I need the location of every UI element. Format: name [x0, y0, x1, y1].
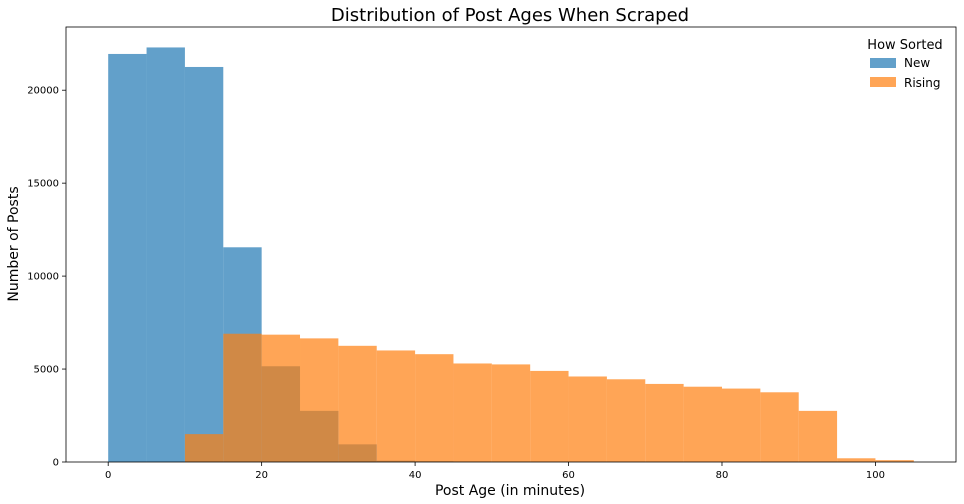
- x-tick-label-40: 40: [409, 470, 422, 481]
- x-tick-label-0: 0: [105, 470, 111, 481]
- bar-rising-11: [606, 379, 646, 462]
- bar-rising-7: [453, 363, 492, 462]
- bar-rising-6: [415, 354, 454, 462]
- legend-swatch-new: [870, 58, 896, 68]
- y-tick-label-10000: 10000: [27, 272, 59, 283]
- x-tick-label-80: 80: [716, 470, 729, 481]
- bar-rising-3: [300, 338, 339, 462]
- x-tick-label-60: 60: [562, 470, 575, 481]
- y-tick-label-0: 0: [53, 458, 59, 469]
- y-tick-label-20000: 20000: [27, 86, 59, 97]
- legend-title: How Sorted: [867, 38, 942, 53]
- bar-new-0: [108, 53, 147, 462]
- bar-rising-16: [798, 410, 838, 462]
- legend: How Sorted New Rising: [867, 38, 942, 90]
- x-axis-label: Post Age (in minutes): [435, 483, 585, 499]
- plot-frame: [65, 26, 957, 463]
- bar-rising-1: [223, 333, 262, 462]
- bar-rising-17: [837, 458, 876, 462]
- bar-rising-5: [376, 350, 416, 462]
- bar-rising-13: [683, 386, 722, 462]
- legend-label-new: New: [904, 56, 930, 70]
- bar-new-2: [184, 66, 224, 462]
- x-tick-label-100: 100: [866, 470, 885, 481]
- y-axis: 0 5000 10000 15000 20000: [27, 86, 66, 469]
- legend-label-rising: Rising: [904, 76, 940, 90]
- bar-new-1: [146, 47, 185, 462]
- bars-layer: [108, 47, 914, 462]
- chart-title: Distribution of Post Ages When Scraped: [331, 5, 689, 26]
- y-tick-label-5000: 5000: [34, 365, 59, 376]
- bar-rising-10: [568, 376, 607, 462]
- y-tick-label-15000: 15000: [27, 179, 59, 190]
- x-tick-label-20: 20: [255, 470, 268, 481]
- y-axis-label: Number of Posts: [6, 186, 22, 301]
- bar-rising-15: [760, 392, 799, 462]
- bar-rising-9: [530, 370, 569, 462]
- legend-swatch-rising: [870, 77, 896, 87]
- bar-rising-4: [338, 345, 377, 462]
- bar-rising-14: [721, 388, 761, 462]
- bar-rising-12: [645, 383, 684, 462]
- bar-rising-0: [184, 434, 224, 462]
- bar-rising-8: [491, 364, 531, 462]
- series-rising: [184, 333, 914, 462]
- bar-rising-18: [875, 460, 914, 462]
- bar-rising-2: [261, 334, 301, 462]
- x-axis: 0 20 40 60 80 100: [105, 462, 885, 481]
